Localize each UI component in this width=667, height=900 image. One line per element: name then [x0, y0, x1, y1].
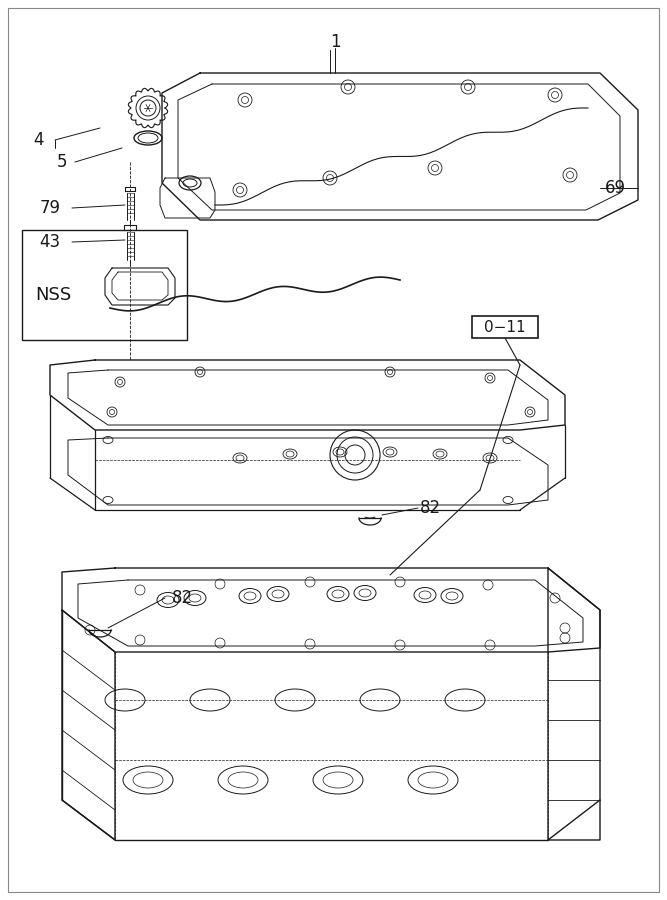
- Text: NSS: NSS: [35, 286, 71, 304]
- Text: 1: 1: [329, 33, 340, 51]
- Bar: [472, 316, 538, 338]
- Text: 69: 69: [605, 179, 626, 197]
- Text: 43: 43: [39, 233, 61, 251]
- Bar: [22, 230, 187, 340]
- Text: 0−11: 0−11: [484, 320, 526, 336]
- Text: 82: 82: [420, 499, 441, 517]
- Text: 79: 79: [39, 199, 61, 217]
- Text: 5: 5: [57, 153, 67, 171]
- Text: 4: 4: [33, 131, 43, 149]
- Text: 82: 82: [172, 589, 193, 607]
